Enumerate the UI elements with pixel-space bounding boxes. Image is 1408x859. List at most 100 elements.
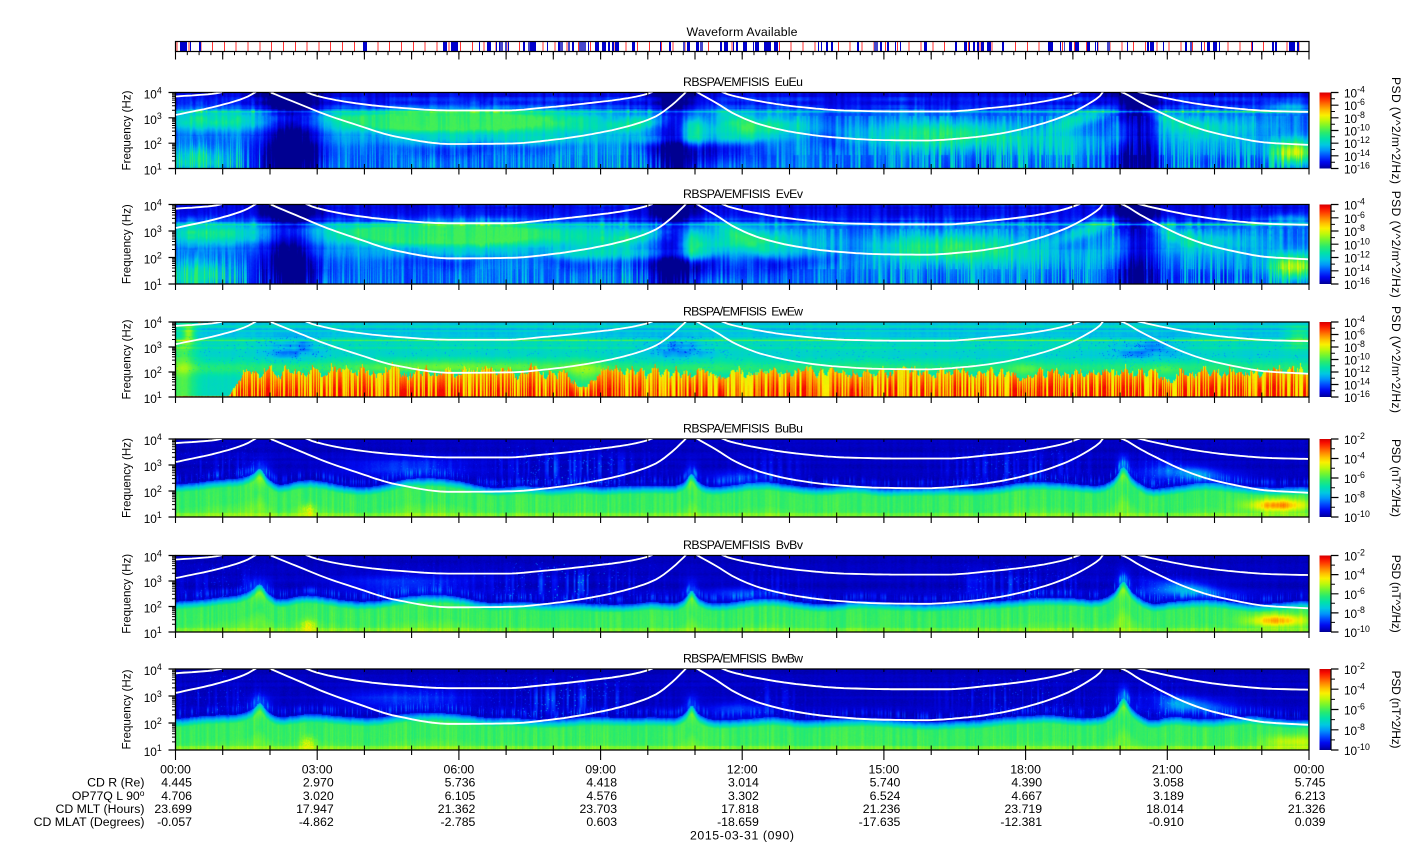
svg-text:23.703: 23.703 (579, 802, 617, 816)
svg-text:103: 103 (144, 111, 162, 127)
svg-text:101: 101 (144, 390, 162, 406)
svg-text:23.699: 23.699 (154, 802, 192, 816)
svg-text:10-2: 10-2 (1344, 661, 1365, 677)
svg-text:RBSPA/EMFISIS BuBu: RBSPA/EMFISIS BuBu (683, 422, 803, 436)
svg-text:12:00: 12:00 (727, 763, 758, 777)
svg-text:-0.910: -0.910 (1149, 815, 1184, 829)
svg-text:10-6: 10-6 (1344, 470, 1365, 486)
svg-text:PSD (V^2/m^2/Hz): PSD (V^2/m^2/Hz) (1389, 191, 1403, 298)
svg-text:102: 102 (144, 600, 162, 616)
svg-text:-12.381: -12.381 (1000, 815, 1042, 829)
svg-text:104: 104 (144, 198, 162, 214)
svg-text:PSD (V^2/m^2/Hz): PSD (V^2/m^2/Hz) (1389, 306, 1403, 413)
svg-text:2015-03-31 (090): 2015-03-31 (090) (690, 829, 794, 843)
svg-text:103: 103 (144, 458, 162, 474)
svg-text:21.236: 21.236 (863, 802, 901, 816)
svg-text:Frequency (Hz): Frequency (Hz) (121, 669, 134, 749)
svg-text:15:00: 15:00 (869, 763, 900, 777)
svg-text:-4.862: -4.862 (299, 815, 334, 829)
svg-text:0.039: 0.039 (1295, 815, 1326, 829)
svg-text:104: 104 (144, 549, 162, 565)
svg-text:4.418: 4.418 (586, 776, 617, 790)
svg-text:10-10: 10-10 (1344, 742, 1370, 758)
svg-text:103: 103 (144, 689, 162, 705)
svg-text:5.736: 5.736 (445, 776, 476, 790)
svg-text:09:00: 09:00 (585, 763, 616, 777)
svg-text:104: 104 (144, 86, 162, 102)
svg-text:6.105: 6.105 (445, 789, 476, 803)
svg-text:4.706: 4.706 (161, 789, 192, 803)
svg-text:102: 102 (144, 716, 162, 732)
svg-text:RBSPA/EMFISIS EuEu: RBSPA/EMFISIS EuEu (683, 75, 803, 89)
svg-text:102: 102 (144, 136, 162, 152)
svg-text:-0.057: -0.057 (157, 815, 192, 829)
svg-text:10-8: 10-8 (1344, 490, 1365, 506)
svg-text:10-16: 10-16 (1344, 276, 1370, 292)
svg-text:CD MLT (Hours): CD MLT (Hours) (55, 802, 144, 816)
svg-text:10-4: 10-4 (1344, 451, 1365, 467)
svg-text:17.818: 17.818 (721, 802, 759, 816)
svg-text:101: 101 (144, 510, 162, 526)
svg-text:103: 103 (144, 224, 162, 240)
svg-text:3.189: 3.189 (1153, 789, 1184, 803)
svg-text:OP77Q L 90o: OP77Q L 90o (72, 788, 145, 803)
svg-text:3.014: 3.014 (728, 776, 759, 790)
svg-text:102: 102 (144, 365, 162, 381)
svg-text:10-10: 10-10 (1344, 624, 1370, 640)
svg-text:4.576: 4.576 (586, 789, 617, 803)
svg-text:4.667: 4.667 (1011, 789, 1042, 803)
svg-text:21.362: 21.362 (438, 802, 476, 816)
svg-text:PSD (nT^2/Hz): PSD (nT^2/Hz) (1389, 555, 1403, 633)
svg-text:21:00: 21:00 (1152, 763, 1183, 777)
svg-text:101: 101 (144, 277, 162, 293)
svg-text:3.020: 3.020 (303, 789, 334, 803)
svg-text:Frequency (Hz): Frequency (Hz) (121, 90, 134, 170)
svg-text:RBSPA/EMFISIS EvEv: RBSPA/EMFISIS EvEv (683, 187, 804, 201)
svg-text:PSD (nT^2/Hz): PSD (nT^2/Hz) (1389, 671, 1403, 749)
svg-text:PSD (V^2/m^2/Hz): PSD (V^2/m^2/Hz) (1389, 77, 1403, 184)
svg-text:0.603: 0.603 (586, 815, 617, 829)
svg-text:18:00: 18:00 (1010, 763, 1041, 777)
svg-text:10-4: 10-4 (1344, 567, 1365, 583)
svg-text:102: 102 (144, 484, 162, 500)
svg-text:00:00: 00:00 (1294, 763, 1325, 777)
svg-text:104: 104 (144, 662, 162, 678)
svg-text:4.445: 4.445 (161, 776, 192, 790)
svg-text:10-16: 10-16 (1344, 389, 1370, 405)
svg-text:RBSPA/EMFISIS BwBw: RBSPA/EMFISIS BwBw (683, 652, 803, 666)
svg-text:23.719: 23.719 (1004, 802, 1042, 816)
svg-text:3.058: 3.058 (1153, 776, 1184, 790)
svg-text:10-6: 10-6 (1344, 586, 1365, 602)
svg-text:10-6: 10-6 (1344, 702, 1365, 718)
svg-text:-17.635: -17.635 (859, 815, 901, 829)
svg-text:-18.659: -18.659 (717, 815, 759, 829)
svg-text:03:00: 03:00 (302, 763, 333, 777)
svg-text:00:00: 00:00 (160, 763, 191, 777)
svg-text:10-8: 10-8 (1344, 605, 1365, 621)
svg-text:103: 103 (144, 340, 162, 356)
svg-text:5.745: 5.745 (1295, 776, 1326, 790)
svg-text:PSD (nT^2/Hz): PSD (nT^2/Hz) (1389, 439, 1403, 517)
svg-text:-2.785: -2.785 (441, 815, 476, 829)
svg-text:06:00: 06:00 (444, 763, 475, 777)
svg-text:101: 101 (144, 162, 162, 178)
svg-text:10-8: 10-8 (1344, 722, 1365, 738)
svg-text:6.213: 6.213 (1295, 789, 1326, 803)
svg-text:102: 102 (144, 251, 162, 267)
svg-text:CD MLAT (Degrees): CD MLAT (Degrees) (34, 815, 145, 829)
svg-text:4.390: 4.390 (1011, 776, 1042, 790)
svg-text:21.326: 21.326 (1288, 802, 1326, 816)
svg-text:103: 103 (144, 574, 162, 590)
svg-text:10-16: 10-16 (1344, 161, 1370, 177)
svg-text:18.014: 18.014 (1146, 802, 1184, 816)
svg-text:104: 104 (144, 432, 162, 448)
svg-text:RBSPA/EMFISIS EwEw: RBSPA/EMFISIS EwEw (683, 305, 803, 319)
svg-text:10-2: 10-2 (1344, 431, 1365, 447)
svg-text:10-10: 10-10 (1344, 509, 1370, 525)
svg-text:3.302: 3.302 (728, 789, 759, 803)
svg-text:Waveform Available: Waveform Available (687, 25, 798, 39)
svg-text:104: 104 (144, 315, 162, 331)
svg-text:Frequency (Hz): Frequency (Hz) (121, 204, 134, 284)
svg-text:6.524: 6.524 (870, 789, 901, 803)
svg-text:5.740: 5.740 (870, 776, 901, 790)
